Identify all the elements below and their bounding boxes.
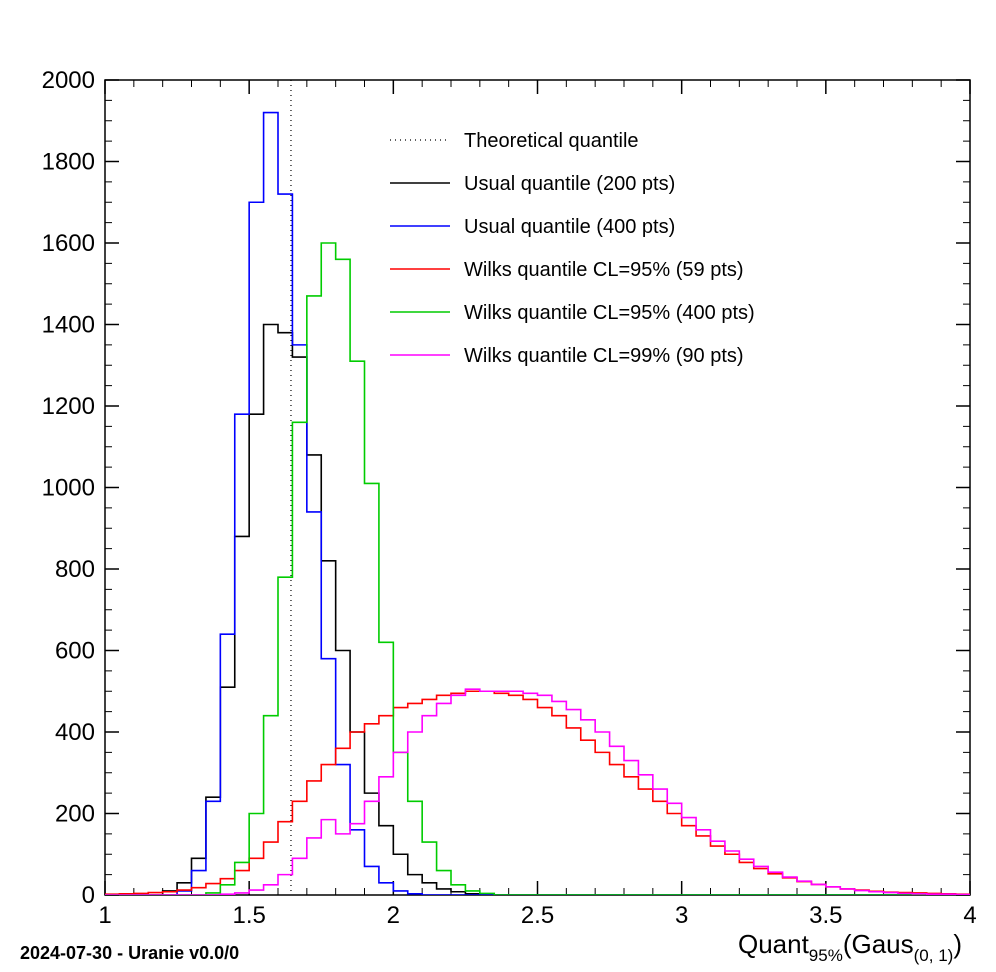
x-axis-title: Quant95%(Gaus(0, 1))	[738, 929, 962, 965]
x-tick-label: 3	[675, 902, 688, 929]
y-tick-label: 1800	[42, 149, 95, 176]
y-tick-label: 1000	[42, 475, 95, 502]
x-tick-label: 4	[963, 902, 976, 929]
x-tick-label: 1	[98, 902, 111, 929]
legend-label: Usual quantile (200 pts)	[464, 173, 675, 195]
x-tick-label: 1.5	[232, 902, 265, 929]
x-tick-label: 2	[387, 902, 400, 929]
y-tick-label: 400	[55, 719, 95, 746]
footer-text: 2024-07-30 - Uranie v0.0/0	[20, 943, 239, 964]
y-tick-label: 1600	[42, 230, 95, 257]
y-tick-label: 1200	[42, 393, 95, 420]
legend-label: Wilks quantile CL=95% (59 pts)	[464, 259, 744, 281]
y-tick-label: 800	[55, 556, 95, 583]
y-tick-label: 600	[55, 638, 95, 665]
series-group	[105, 80, 970, 895]
y-tick-label: 2000	[42, 67, 95, 94]
y-tick-label: 1400	[42, 312, 95, 339]
legend-label: Wilks quantile CL=99% (90 pts)	[464, 345, 744, 367]
legend-label: Usual quantile (400 pts)	[464, 216, 675, 238]
y-tick-label: 0	[82, 882, 95, 909]
x-tick-label: 2.5	[521, 902, 554, 929]
x-tick-label: 3.5	[809, 902, 842, 929]
y-tick-label: 200	[55, 801, 95, 828]
legend-label: Theoretical quantile	[464, 130, 639, 152]
legend-label: Wilks quantile CL=95% (400 pts)	[464, 302, 755, 324]
histogram-chart: 1 1.5 2 2.5 3 3.5 4 0 200 400 600 800 1000 1200 1400 16…	[0, 0, 996, 972]
